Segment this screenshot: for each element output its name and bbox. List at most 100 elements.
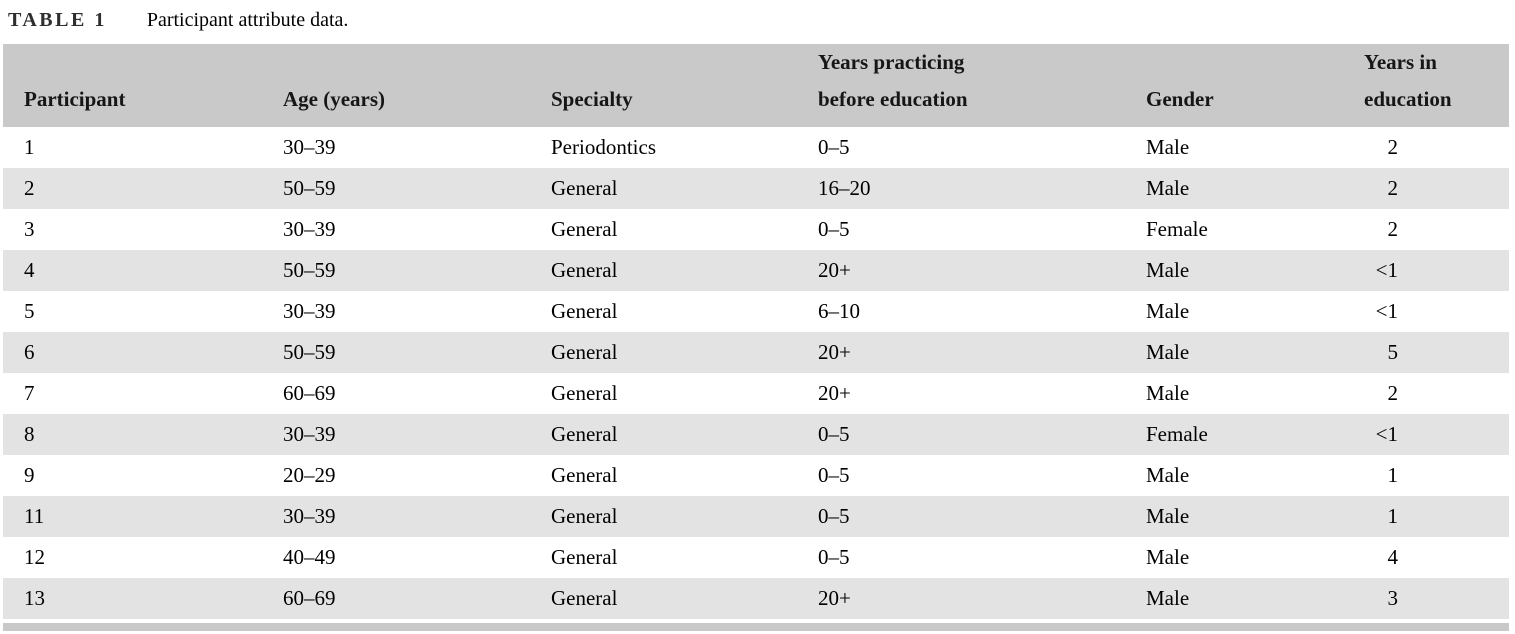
cell-age: 40–49 xyxy=(283,537,551,578)
table-row: 11 30–39 General 0–5 Male 1 xyxy=(3,496,1509,537)
cell-age: 30–39 xyxy=(283,291,551,332)
cell-years-in-education: 2 xyxy=(1364,168,1509,209)
cell-years-practicing: 20+ xyxy=(818,250,1146,291)
table-row: 1 30–39 Periodontics 0–5 Male 2 xyxy=(3,127,1509,168)
cell-participant: 9 xyxy=(3,455,283,496)
cell-specialty: Periodontics xyxy=(551,127,818,168)
column-header-specialty: Specialty xyxy=(551,44,818,127)
cell-participant: 1 xyxy=(3,127,283,168)
cell-years-practicing: 0–5 xyxy=(818,127,1146,168)
cell-years-practicing: 20+ xyxy=(818,373,1146,414)
table-body: 1 30–39 Periodontics 0–5 Male 2 2 50–59 … xyxy=(3,127,1509,619)
cell-years-in-education: <1 xyxy=(1364,414,1509,455)
cell-specialty: General xyxy=(551,209,818,250)
cell-gender: Male xyxy=(1146,496,1364,537)
cell-specialty: General xyxy=(551,291,818,332)
cell-specialty: General xyxy=(551,332,818,373)
cell-years-in-education: 3 xyxy=(1364,578,1509,619)
cell-gender: Male xyxy=(1146,578,1364,619)
cell-age: 50–59 xyxy=(283,332,551,373)
cell-age: 30–39 xyxy=(283,496,551,537)
cell-gender: Female xyxy=(1146,209,1364,250)
table-row: 8 30–39 General 0–5 Female <1 xyxy=(3,414,1509,455)
cell-years-practicing: 0–5 xyxy=(818,455,1146,496)
cell-specialty: General xyxy=(551,168,818,209)
table-row: 3 30–39 General 0–5 Female 2 xyxy=(3,209,1509,250)
cell-gender: Male xyxy=(1146,250,1364,291)
cell-gender: Male xyxy=(1146,291,1364,332)
table-row: 5 30–39 General 6–10 Male <1 xyxy=(3,291,1509,332)
cell-gender: Male xyxy=(1146,127,1364,168)
cell-gender: Male xyxy=(1146,168,1364,209)
cell-specialty: General xyxy=(551,537,818,578)
cell-years-in-education: <1 xyxy=(1364,250,1509,291)
cell-age: 50–59 xyxy=(283,250,551,291)
cell-specialty: General xyxy=(551,496,818,537)
cell-years-in-education: <1 xyxy=(1364,291,1509,332)
table-row: 4 50–59 General 20+ Male <1 xyxy=(3,250,1509,291)
cell-years-practicing: 0–5 xyxy=(818,537,1146,578)
column-header-participant: Participant xyxy=(3,44,283,127)
cell-participant: 4 xyxy=(3,250,283,291)
cell-age: 30–39 xyxy=(283,414,551,455)
cell-specialty: General xyxy=(551,250,818,291)
cell-participant: 5 xyxy=(3,291,283,332)
cell-years-in-education: 5 xyxy=(1364,332,1509,373)
cell-participant: 2 xyxy=(3,168,283,209)
cell-years-in-education: 2 xyxy=(1364,209,1509,250)
cell-years-practicing: 0–5 xyxy=(818,414,1146,455)
table-header: Participant Age (years) Specialty Years … xyxy=(3,44,1509,127)
cell-years-in-education: 2 xyxy=(1364,127,1509,168)
table-caption-text: Participant attribute data. xyxy=(146,9,349,31)
cell-participant: 3 xyxy=(3,209,283,250)
cell-age: 20–29 xyxy=(283,455,551,496)
cell-years-in-education: 1 xyxy=(1364,496,1509,537)
cell-years-practicing: 20+ xyxy=(818,578,1146,619)
cell-specialty: General xyxy=(551,373,818,414)
table-header-row: Participant Age (years) Specialty Years … xyxy=(3,44,1509,127)
column-header-gender: Gender xyxy=(1146,44,1364,127)
cell-participant: 7 xyxy=(3,373,283,414)
cell-specialty: General xyxy=(551,578,818,619)
cell-age: 50–59 xyxy=(283,168,551,209)
cell-gender: Male xyxy=(1146,455,1364,496)
table-row: 6 50–59 General 20+ Male 5 xyxy=(3,332,1509,373)
cell-gender: Male xyxy=(1146,537,1364,578)
column-header-years-practicing: Years practicing before education xyxy=(818,44,1146,127)
cell-age: 60–69 xyxy=(283,373,551,414)
cell-gender: Male xyxy=(1146,373,1364,414)
cell-age: 30–39 xyxy=(283,209,551,250)
cell-specialty: General xyxy=(551,414,818,455)
cell-years-in-education: 4 xyxy=(1364,537,1509,578)
cell-participant: 12 xyxy=(3,537,283,578)
cell-gender: Male xyxy=(1146,332,1364,373)
cell-years-in-education: 2 xyxy=(1364,373,1509,414)
cell-years-practicing: 0–5 xyxy=(818,209,1146,250)
cell-participant: 8 xyxy=(3,414,283,455)
table-caption-line: TABLE 1 Participant attribute data. xyxy=(0,6,1515,34)
table-row: 13 60–69 General 20+ Male 3 xyxy=(3,578,1509,619)
cell-participant: 6 xyxy=(3,332,283,373)
table-row: 7 60–69 General 20+ Male 2 xyxy=(3,373,1509,414)
participant-attribute-table: Participant Age (years) Specialty Years … xyxy=(3,44,1509,619)
column-header-age: Age (years) xyxy=(283,44,551,127)
cell-years-practicing: 6–10 xyxy=(818,291,1146,332)
column-header-years-in-education: Years in education xyxy=(1364,44,1509,127)
table-number-label: TABLE 1 xyxy=(8,9,107,31)
cell-age: 60–69 xyxy=(283,578,551,619)
cell-years-practicing: 0–5 xyxy=(818,496,1146,537)
table-row: 2 50–59 General 16–20 Male 2 xyxy=(3,168,1509,209)
cell-years-in-education: 1 xyxy=(1364,455,1509,496)
cell-gender: Female xyxy=(1146,414,1364,455)
cell-participant: 13 xyxy=(3,578,283,619)
cell-specialty: General xyxy=(551,455,818,496)
table-row: 9 20–29 General 0–5 Male 1 xyxy=(3,455,1509,496)
table-row: 12 40–49 General 0–5 Male 4 xyxy=(3,537,1509,578)
cell-age: 30–39 xyxy=(283,127,551,168)
participant-table-container: Participant Age (years) Specialty Years … xyxy=(3,44,1509,619)
cell-participant: 11 xyxy=(3,496,283,537)
cell-years-practicing: 20+ xyxy=(818,332,1146,373)
cell-years-practicing: 16–20 xyxy=(818,168,1146,209)
table-bottom-rule xyxy=(3,623,1509,631)
